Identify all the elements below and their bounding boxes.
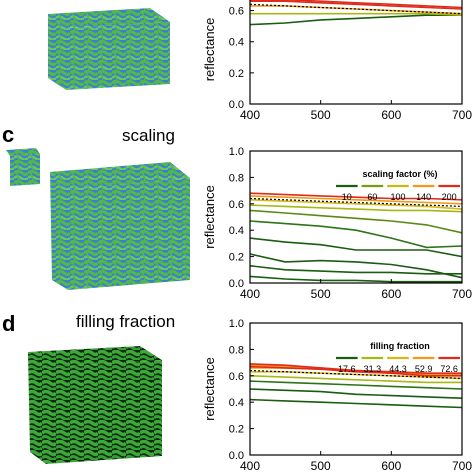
legend-label: 72.6 [440,364,458,374]
plot-frame [249,322,463,456]
legend-label: 52.9 [415,364,433,374]
reference-dashed-line [249,197,463,207]
y-tick-label: 0.6 [229,199,244,211]
series-line [249,275,462,283]
y-tick-label: 0.0 [229,99,244,111]
legend-label: 10 [342,192,352,202]
legend-label: 100 [390,192,405,202]
x-tick-label: 400 [240,108,260,122]
series-line [249,237,463,258]
series-line [249,388,463,399]
foam-cube-small [6,148,40,186]
y-tick-label: 0.2 [229,68,244,80]
plot-frame [249,150,463,284]
y-tick-label: 0.8 [229,344,244,356]
y-tick-label: 0.6 [229,6,244,18]
chart-3: 0.0 0.2 0.4 0.6 0.8 1.0 400 500 600 700 reflectanc… [202,318,472,473]
y-axis-label: reflectance [202,185,217,249]
chart-1: 0.0 0.2 0.4 0.6 400 500 600 700 reflectance [202,0,472,122]
plot-frame [249,0,463,105]
series-line [249,199,463,210]
series-line [250,0,463,10]
x-tick-label: 500 [311,287,331,301]
series-line [250,0,463,9]
x-tick-label: 600 [381,459,401,473]
y-tick-label: 0.4 [229,37,244,49]
foam-cube-large [50,162,190,290]
series-line [249,14,462,26]
series-line [250,12,463,16]
series-line [249,375,462,384]
panel-letter-d: d [2,311,16,336]
y-tick-label: 0.4 [229,397,244,409]
x-tick-label: 600 [381,287,401,301]
x-tick-label: 700 [452,287,472,301]
legend: scaling factor (%) 10 60 100 140 200 [336,169,460,202]
legend-label: 17.6 [338,364,356,374]
y-tick-label: 0.2 [229,424,244,436]
foam-renderings [6,8,190,464]
panel-title-scaling: scaling [122,126,175,145]
legend-label: 200 [442,192,457,202]
panel-title-filling: filling fraction [76,312,176,331]
series-line [249,363,462,375]
y-tick-label: 0.8 [229,172,244,184]
series-line [249,204,463,213]
reference-dashed-line [249,3,463,15]
legend: filling fraction 17.6 31.3 44.3 52.9 72.6 [336,341,460,374]
series-line [249,209,463,234]
series-line [249,380,463,390]
y-tick-label: 1.0 [229,146,244,158]
series-line [249,253,463,279]
series-line [249,220,463,249]
series-line [249,365,462,377]
y-tick-label: 0.2 [229,252,244,264]
y-tick-label: 1.0 [229,318,244,330]
y-tick-label: 0.4 [229,225,244,237]
series-line [249,398,463,409]
legend-label: 60 [367,192,377,202]
x-tick-label: 600 [381,108,401,122]
x-tick-label: 700 [452,108,472,122]
x-tick-label: 500 [311,459,331,473]
series-line [249,195,463,205]
foam-cube-dark [28,346,162,464]
panel-letter-c: c [2,122,15,147]
foam-cube-top [48,8,170,90]
x-tick-label: 400 [240,459,260,473]
x-tick-label: 700 [452,459,472,473]
y-tick-label: 0.0 [229,450,244,462]
y-tick-label: 0.6 [229,371,244,383]
series-line [249,192,463,201]
legend-title: scaling factor (%) [362,169,437,179]
legend-title: filling fraction [370,341,430,351]
legend-label: 31.3 [364,364,382,374]
reference-dashed-line [249,369,463,379]
chart-2: 0.0 0.2 0.4 0.6 0.8 1.0 400 500 600 700 reflectanc… [202,146,472,301]
x-tick-label: 400 [240,287,260,301]
y-axis-label: reflectance [202,357,217,421]
legend-label: 44.3 [389,364,407,374]
y-axis-label: reflectance [202,18,217,82]
x-tick-label: 500 [311,108,331,122]
series-line [249,265,462,275]
y-tick-label: 0.0 [229,278,244,290]
legend-label: 140 [416,192,431,202]
